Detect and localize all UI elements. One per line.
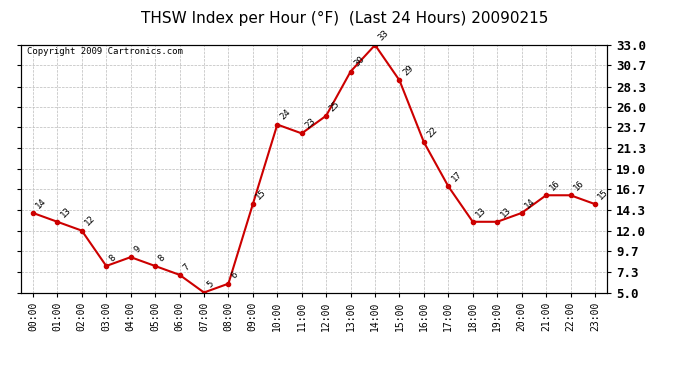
Text: 5: 5 xyxy=(206,279,215,290)
Text: 33: 33 xyxy=(377,28,391,42)
Text: 25: 25 xyxy=(328,99,342,113)
Text: 12: 12 xyxy=(83,214,97,228)
Text: Copyright 2009 Cartronics.com: Copyright 2009 Cartronics.com xyxy=(26,48,182,57)
Text: 22: 22 xyxy=(425,126,440,140)
Text: 17: 17 xyxy=(450,170,464,184)
Text: 14: 14 xyxy=(523,196,537,210)
Text: 9: 9 xyxy=(132,244,142,254)
Text: 13: 13 xyxy=(59,205,72,219)
Text: 8: 8 xyxy=(157,253,167,263)
Text: 16: 16 xyxy=(547,178,562,192)
Text: 29: 29 xyxy=(401,64,415,78)
Text: 30: 30 xyxy=(352,55,366,69)
Text: THSW Index per Hour (°F)  (Last 24 Hours) 20090215: THSW Index per Hour (°F) (Last 24 Hours)… xyxy=(141,11,549,26)
Text: 8: 8 xyxy=(108,253,118,263)
Text: 23: 23 xyxy=(303,117,317,130)
Text: 6: 6 xyxy=(230,271,240,281)
Text: 24: 24 xyxy=(279,108,293,122)
Text: 7: 7 xyxy=(181,262,191,272)
Text: 13: 13 xyxy=(499,205,513,219)
Text: 14: 14 xyxy=(34,196,48,210)
Text: 15: 15 xyxy=(254,188,268,201)
Text: 16: 16 xyxy=(572,178,586,192)
Text: 15: 15 xyxy=(596,188,611,201)
Text: 13: 13 xyxy=(474,205,488,219)
